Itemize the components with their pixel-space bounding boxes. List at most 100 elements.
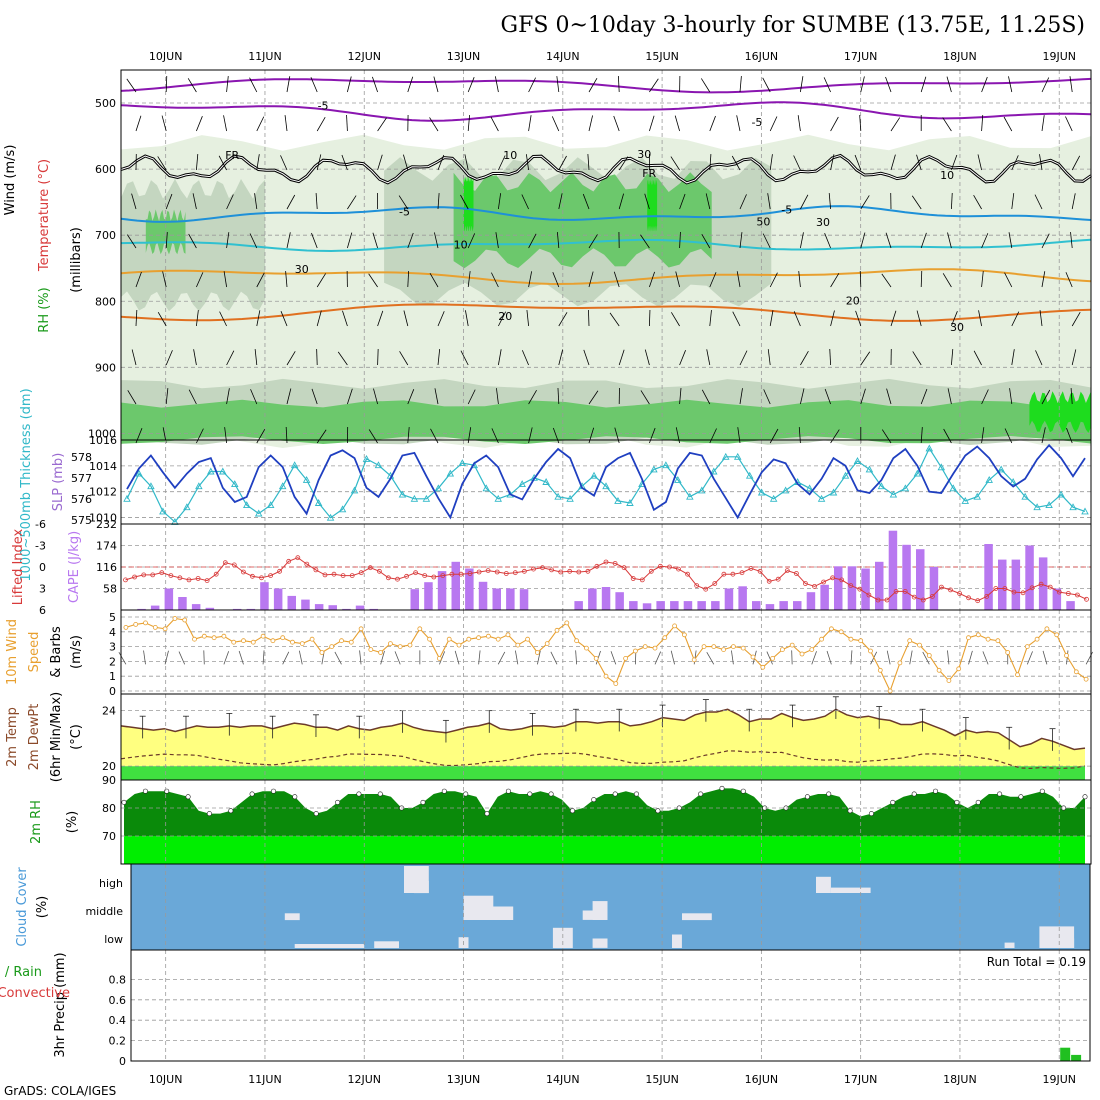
wind10m-barb xyxy=(909,650,913,665)
lifted-index-point xyxy=(948,587,953,593)
thickness-point xyxy=(254,509,263,517)
bottom-date-label: 15JUN xyxy=(645,1073,679,1086)
contour-label: 30 xyxy=(950,321,964,334)
wind-barb xyxy=(347,76,352,93)
wind-barb xyxy=(617,76,620,93)
slp-tick: 1010 xyxy=(89,512,117,525)
wind-speed-point xyxy=(809,647,815,652)
wind10m-barb xyxy=(238,650,244,665)
top-date-label: 14JUN xyxy=(546,50,580,63)
rh2m-point xyxy=(997,791,1003,797)
wind-barb xyxy=(403,154,409,171)
wind-speed-point xyxy=(280,635,286,641)
wind-barb xyxy=(193,349,197,366)
temp-contour-15 xyxy=(120,268,1092,286)
thickness-point xyxy=(482,484,491,492)
rh-tick: 80 xyxy=(102,802,116,815)
wind-speed-point xyxy=(917,642,922,648)
dewpoint-fill xyxy=(121,766,1085,780)
cape-bar xyxy=(519,589,529,610)
precip-tick: 0.4 xyxy=(109,1014,127,1027)
wind10m-barb xyxy=(143,650,146,665)
wind-barb xyxy=(886,388,892,405)
wind-barb xyxy=(1070,388,1073,405)
wind-tick: 3 xyxy=(109,641,116,654)
wind-barb xyxy=(467,77,475,93)
wind-barb xyxy=(316,429,327,444)
wind-barb xyxy=(399,351,409,366)
lifted-index-point xyxy=(150,572,156,578)
wind-barb xyxy=(528,389,537,405)
wind-barb xyxy=(920,388,928,405)
wind-barb xyxy=(881,429,892,444)
wind-barb xyxy=(613,271,620,288)
wind-barb xyxy=(890,117,901,132)
cape-bar xyxy=(232,608,242,610)
wind-barb xyxy=(973,194,982,210)
cape-axis-title: CAPE (J/kg) xyxy=(67,531,82,603)
cape-bar xyxy=(670,601,679,610)
wind-tick: 5 xyxy=(109,611,116,624)
wind-barb xyxy=(346,115,348,132)
panel-frame xyxy=(120,609,1092,695)
pressure-tick: 500 xyxy=(95,97,116,110)
wind-barb xyxy=(767,193,771,210)
contour-label: 10 xyxy=(940,169,954,182)
cloud-block xyxy=(830,887,871,893)
lifted-index-point xyxy=(349,573,355,578)
wind-barb xyxy=(430,428,439,444)
wind-barb xyxy=(226,76,229,93)
rh2m-point xyxy=(633,791,639,797)
cape-bar xyxy=(355,605,365,610)
lifted-index-point xyxy=(213,571,219,577)
wind-barb xyxy=(556,76,560,93)
wind-barb xyxy=(823,77,831,93)
wind-barb xyxy=(372,232,378,249)
li-tick: 3 xyxy=(39,583,46,596)
wind10m-barb xyxy=(811,651,817,665)
wind-barb xyxy=(437,154,445,171)
lifted-index-point xyxy=(512,570,518,576)
wind-barb xyxy=(165,193,173,210)
thickness-point xyxy=(518,480,526,488)
barbs-axis-title: & Barbs xyxy=(49,626,64,678)
precip-axis-title: 3hr Precip (mm) xyxy=(53,952,68,1057)
thickness-point xyxy=(698,486,706,494)
wind10m-barb xyxy=(514,650,519,665)
wind-barb xyxy=(368,273,378,288)
cape-bar xyxy=(875,561,884,610)
wind-barb xyxy=(557,388,560,405)
cape-bar xyxy=(273,588,283,610)
wind-barb xyxy=(254,349,258,366)
slp-tick: 1014 xyxy=(89,460,117,473)
wind-barb xyxy=(679,193,686,210)
wind-barb xyxy=(372,76,378,93)
rh-bright-region xyxy=(647,179,658,232)
wind-barb xyxy=(640,390,650,405)
wind-speed-point xyxy=(672,623,677,629)
wind-barb xyxy=(316,348,318,366)
lifted-index-point xyxy=(875,597,881,603)
thickness-point xyxy=(769,494,778,502)
wind-barb xyxy=(855,310,862,327)
wind-speed-point xyxy=(956,666,962,672)
cape-bar xyxy=(806,592,816,610)
rh2m-point xyxy=(569,808,575,814)
cape-bar xyxy=(1025,545,1034,610)
wind-speed-point xyxy=(574,638,579,644)
wind-barb xyxy=(800,76,804,93)
lifted-index-point xyxy=(884,597,890,603)
cape-bar xyxy=(410,589,419,610)
wind-speed-point xyxy=(1015,672,1020,678)
wind-barb xyxy=(675,271,680,288)
wind-barb xyxy=(1004,428,1013,444)
lifted-index-point xyxy=(259,575,264,581)
wind-barb xyxy=(498,155,506,171)
wind-speed-point xyxy=(1005,650,1011,655)
wind-barb xyxy=(1011,311,1020,327)
contour-label: -5 xyxy=(318,100,329,113)
thickness-point xyxy=(494,494,502,502)
wind-speed-point xyxy=(740,645,746,651)
wind-speed-point xyxy=(368,647,374,652)
li-tick: -3 xyxy=(35,540,46,553)
